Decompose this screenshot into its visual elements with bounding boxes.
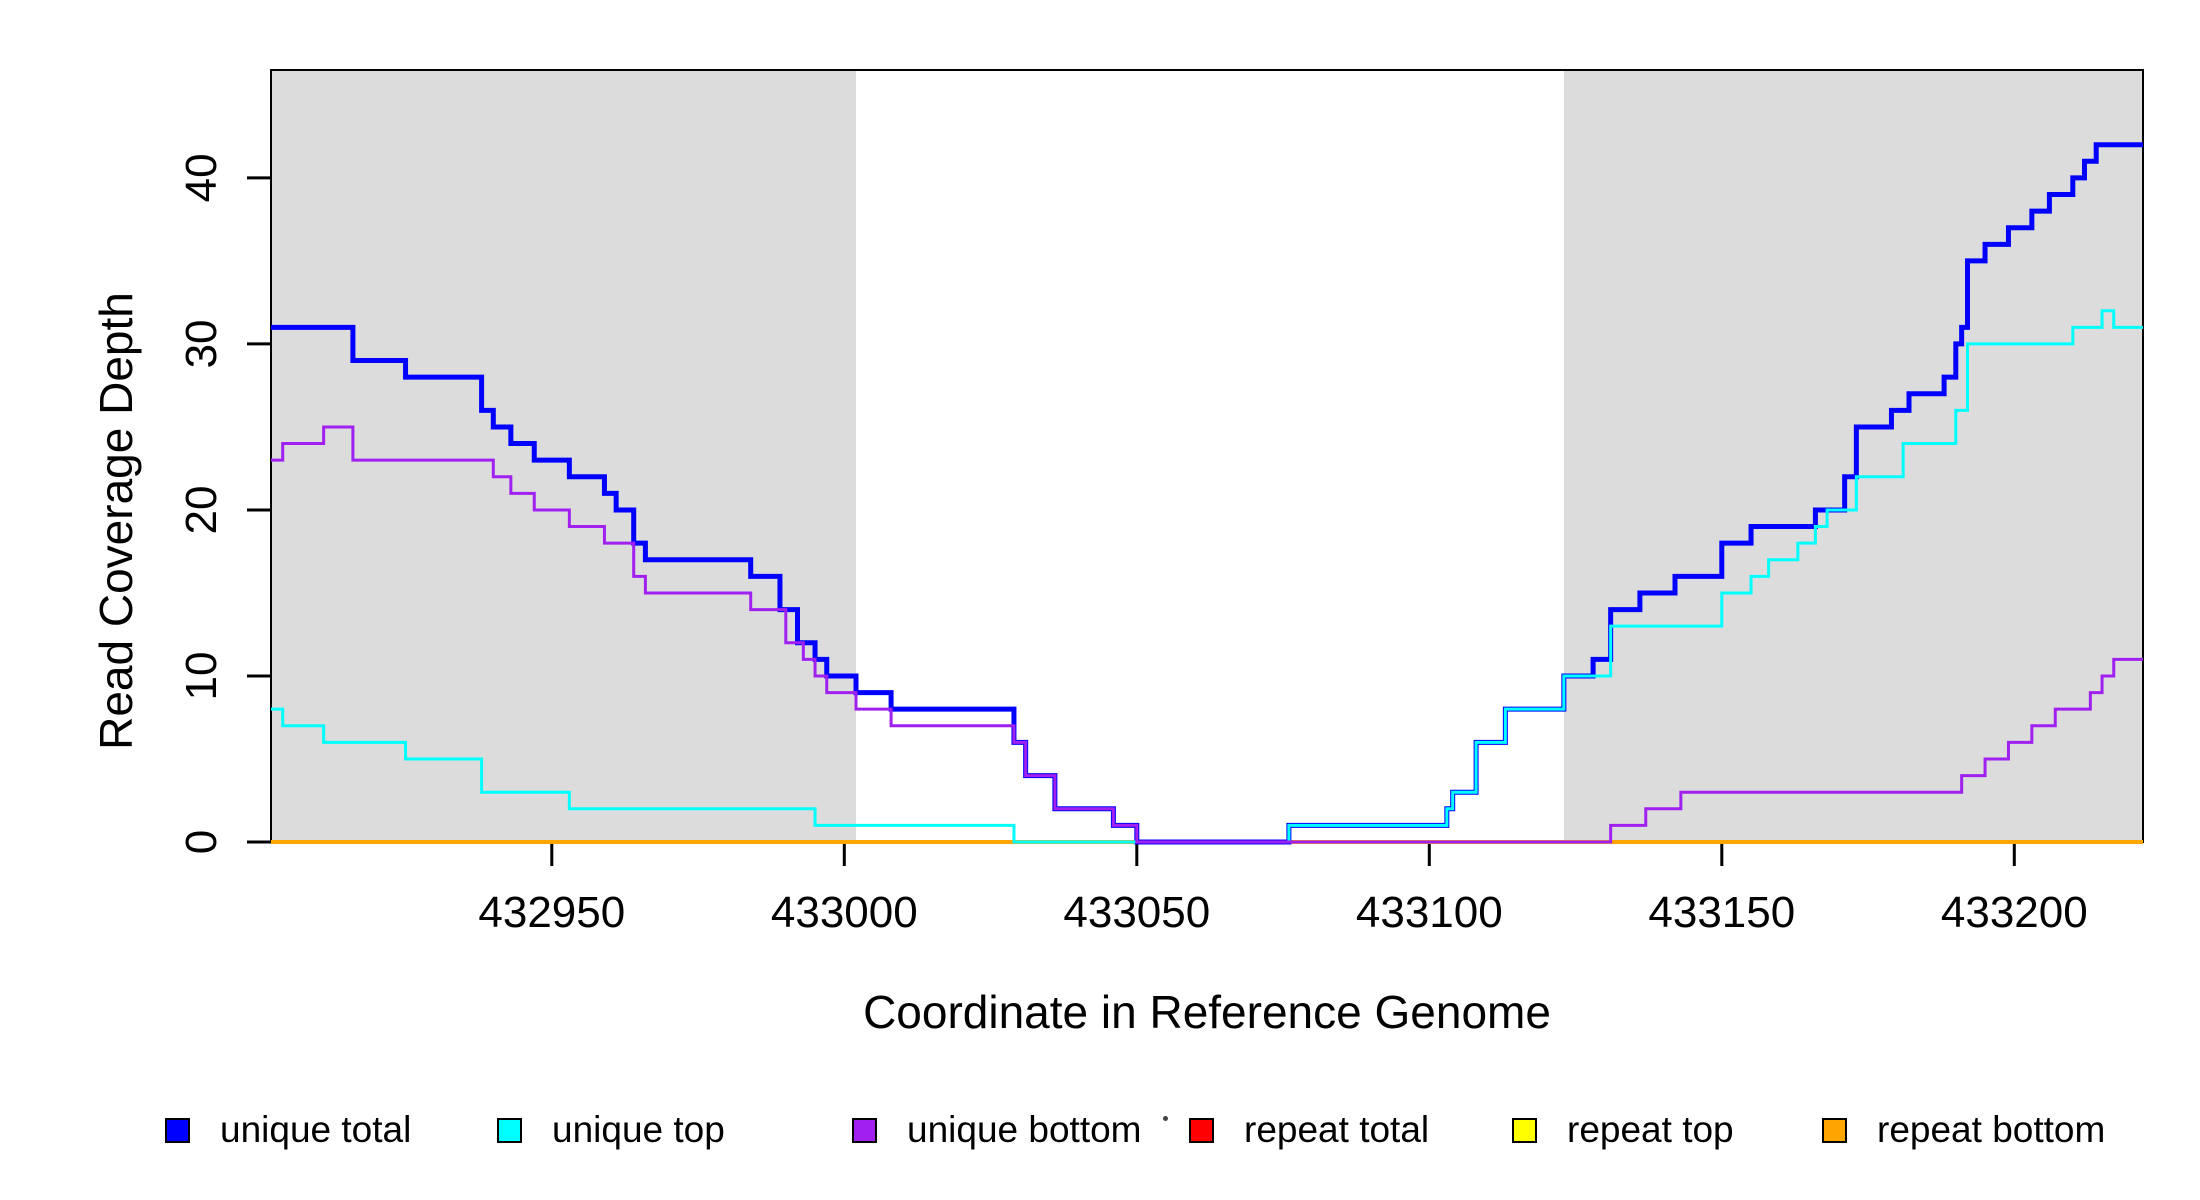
- x-tick-label: 433150: [1648, 888, 1795, 937]
- legend-item-repeat-top: repeat top: [1512, 1108, 1734, 1152]
- x-axis-title: Coordinate in Reference Genome: [863, 986, 1551, 1038]
- legend-swatch-repeat-bottom: [1822, 1117, 1847, 1143]
- legend-label: repeat total: [1244, 1109, 1430, 1150]
- legend-swatch-repeat-total: [1189, 1117, 1214, 1143]
- x-tick-label: 433050: [1063, 888, 1210, 937]
- y-tick-label: 0: [177, 830, 226, 854]
- legend-swatch-repeat-top: [1512, 1117, 1537, 1143]
- shaded-region: [271, 70, 856, 842]
- legend-label: unique bottom: [907, 1109, 1142, 1150]
- x-tick-label: 433000: [771, 888, 918, 937]
- legend-label: unique top: [552, 1109, 725, 1150]
- x-tick-label: 432950: [478, 888, 625, 937]
- x-tick-label: 433200: [1941, 888, 2088, 937]
- legend-item-unique-total: unique total: [165, 1108, 411, 1152]
- y-tick-label: 10: [177, 652, 226, 701]
- legend-label: unique total: [220, 1109, 412, 1150]
- series-line-unique-bottom: [271, 425, 2143, 844]
- legend-item-unique-top: unique top: [497, 1108, 725, 1152]
- shaded-region: [1563, 70, 2143, 842]
- x-tick-label: 433100: [1356, 888, 1503, 937]
- legend-swatch-unique-bottom: [852, 1117, 877, 1143]
- legend-item-repeat-total: repeat total: [1189, 1108, 1429, 1152]
- stray-dot: [1163, 1116, 1168, 1121]
- legend: unique total unique top unique bottom repea…: [0, 1108, 2200, 1168]
- series-line-unique-top: [271, 309, 2143, 844]
- y-tick-label: 20: [177, 485, 226, 534]
- y-axis-title: Read Coverage Depth: [90, 292, 142, 750]
- legend-swatch-unique-total: [165, 1117, 190, 1143]
- y-tick-label: 30: [177, 319, 226, 368]
- y-tick-label: 40: [177, 153, 226, 202]
- legend-label: repeat top: [1567, 1109, 1734, 1150]
- legend-swatch-unique-top: [497, 1117, 522, 1143]
- legend-label: repeat bottom: [1877, 1109, 2106, 1150]
- legend-item-unique-bottom: unique bottom: [852, 1108, 1142, 1152]
- legend-item-repeat-bottom: repeat bottom: [1822, 1108, 2105, 1152]
